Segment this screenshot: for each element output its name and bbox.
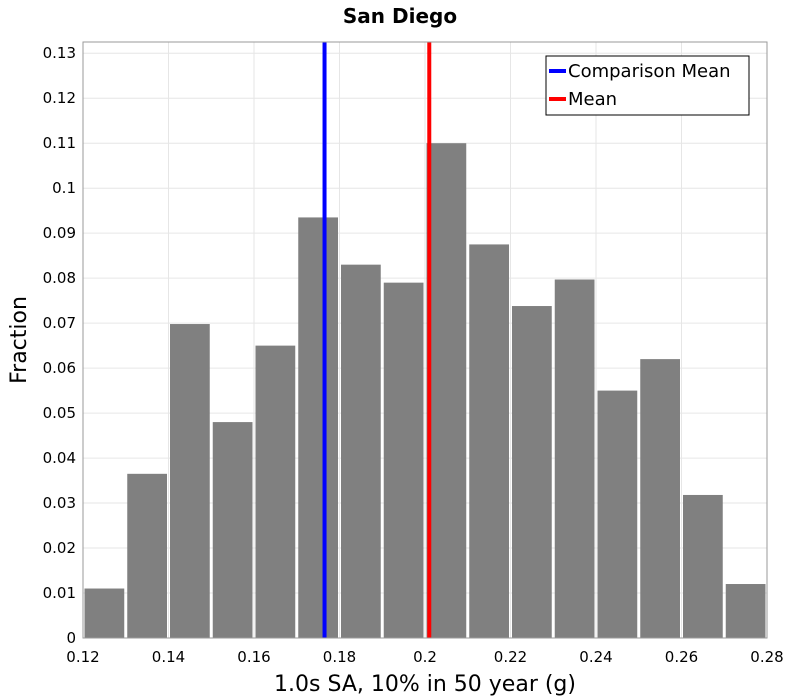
- x-tick-label-5: 0.22: [494, 648, 527, 666]
- y-axis-label: Fraction: [7, 296, 32, 384]
- histogram-bar-11: [554, 279, 595, 638]
- histogram-bar-15: [725, 584, 766, 638]
- y-tick-label-3: 0.03: [43, 494, 76, 512]
- y-tick-label-9: 0.09: [43, 224, 76, 242]
- legend-label-1: Mean: [568, 89, 617, 110]
- y-tick-label-1: 0.01: [43, 584, 76, 602]
- y-tick-labels: 0 0.01 0.02 0.03 0.04 0.05 0.06 0.07 0.08 0.09 0.1…: [43, 44, 76, 647]
- histogram-bar-5: [298, 217, 338, 638]
- y-tick-label-4: 0.04: [43, 449, 76, 467]
- histogram-bar-9: [469, 244, 509, 638]
- chart-title: San Diego: [343, 4, 457, 28]
- y-tick-label-7: 0.07: [43, 314, 76, 332]
- histogram-bar-1: [127, 473, 167, 638]
- legend: Comparison Mean Mean: [545, 55, 750, 116]
- x-tick-label-0: 0.12: [66, 648, 99, 666]
- x-tick-labels: 0.12 0.14 0.16 0.18 0.2 0.22 0.24 0.26 0.28: [66, 648, 783, 666]
- y-tick-label-12: 0.12: [43, 89, 76, 107]
- histogram-bar-10: [512, 306, 552, 638]
- legend-box: [545, 55, 750, 116]
- x-tick-label-1: 0.14: [152, 648, 185, 666]
- histogram-bar-3: [212, 422, 253, 638]
- y-tick-label-6: 0.06: [43, 359, 76, 377]
- bar-layer: [84, 143, 766, 638]
- histogram-bar-14: [683, 494, 723, 638]
- histogram-bar-8: [426, 143, 467, 638]
- y-tick-label-5: 0.05: [43, 404, 76, 422]
- plot-frame: [82, 41, 768, 639]
- y-tick-label-11: 0.11: [43, 134, 76, 152]
- x-tick-label-7: 0.26: [665, 648, 698, 666]
- y-tick-label-10: 0.1: [52, 179, 76, 197]
- histogram-bar-7: [383, 282, 424, 638]
- y-tick-label-2: 0.02: [43, 539, 76, 557]
- x-tick-label-6: 0.24: [579, 648, 612, 666]
- histogram-bar-12: [597, 390, 638, 638]
- x-tick-label-2: 0.16: [237, 648, 270, 666]
- histogram-bar-0: [84, 588, 125, 638]
- x-tick-label-3: 0.18: [323, 648, 356, 666]
- y-tick-label-8: 0.08: [43, 269, 76, 287]
- x-tick-label-4: 0.2: [413, 648, 437, 666]
- x-axis-label: 1.0s SA, 10% in 50 year (g): [274, 672, 576, 697]
- y-tick-label-0: 0: [66, 629, 76, 647]
- legend-label-0: Comparison Mean: [568, 61, 731, 82]
- histogram-bar-6: [341, 264, 381, 638]
- y-tick-label-13: 0.13: [43, 44, 76, 62]
- histogram-bar-2: [170, 324, 210, 638]
- mean-line-layer: [322, 42, 432, 638]
- x-tick-label-8: 0.28: [750, 648, 783, 666]
- histogram-bar-4: [255, 345, 296, 638]
- histogram-bar-13: [640, 359, 680, 638]
